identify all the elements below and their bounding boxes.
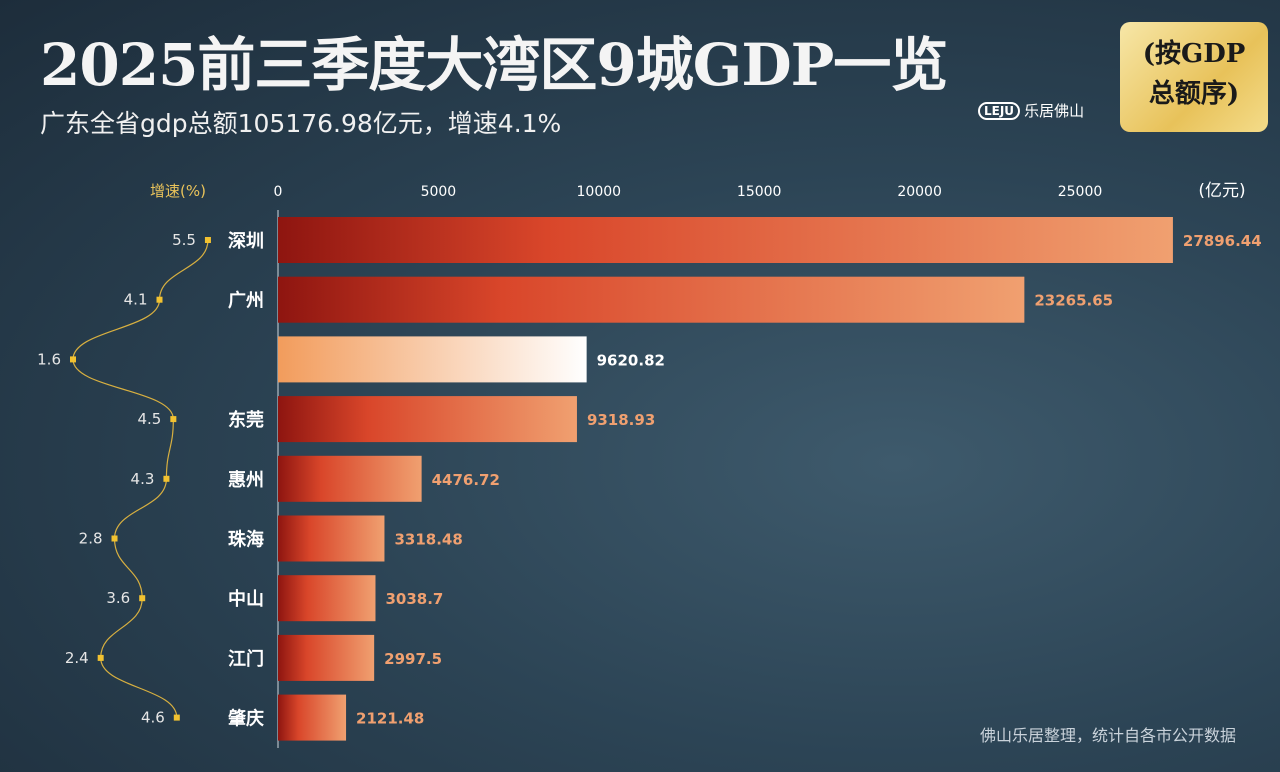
bar: [278, 694, 347, 741]
growth-point: [97, 654, 104, 661]
subtitle: 广东全省gdp总额105176.98亿元，增速4.1%: [40, 109, 562, 138]
growth-label: 5.5: [172, 231, 196, 249]
source-note: 佛山乐居整理，统计自各市公开数据: [979, 726, 1236, 745]
growth-label: 4.5: [137, 410, 161, 428]
growth-label: 2.4: [65, 649, 89, 667]
page-title: 2025前三季度大湾区9城GDP一览: [40, 31, 948, 99]
bar: [278, 575, 376, 622]
value-label: 23265.65: [1034, 292, 1113, 310]
category-label: 深圳: [228, 230, 264, 252]
bar: [278, 515, 385, 562]
category-label: 中山: [228, 588, 264, 610]
unit-label: (亿元): [1198, 181, 1245, 201]
growth-point: [173, 714, 180, 721]
category-label: 珠海: [228, 529, 264, 551]
x-tick-label: 0: [274, 184, 283, 200]
growth-label: 2.8: [79, 530, 103, 548]
value-label: 27896.44: [1183, 232, 1262, 250]
growth-axis-label: 增速(%): [150, 182, 206, 200]
x-tick-label: 15000: [737, 184, 782, 200]
category-label: 肇庆: [227, 708, 264, 730]
value-label: 3318.48: [394, 531, 462, 549]
growth-label: 3.6: [106, 589, 130, 607]
growth-point: [204, 237, 211, 243]
growth-point: [163, 475, 170, 482]
x-tick-label: 10000: [577, 184, 622, 200]
growth-label: 4.1: [124, 291, 148, 309]
sort-badge: (按GDP 总额序): [1120, 22, 1268, 132]
growth-label: 4.6: [141, 709, 165, 727]
growth-point: [170, 416, 177, 423]
growth-label: 4.3: [131, 470, 155, 488]
growth-point: [70, 356, 76, 363]
bar: [278, 336, 587, 383]
bar: [278, 634, 375, 681]
x-tick-label: 20000: [897, 184, 942, 200]
bar: [278, 396, 577, 443]
x-tick-label: 25000: [1058, 184, 1103, 200]
logo-mark: LEJU: [978, 101, 1021, 120]
growth-label: 1.6: [37, 350, 61, 368]
badge-line2: 总额序): [1148, 79, 1240, 109]
bar: [278, 455, 422, 502]
growth-point: [156, 296, 163, 303]
value-label: 2997.5: [384, 650, 442, 668]
badge-line1: (按GDP: [1142, 39, 1246, 69]
category-label: 广州: [228, 290, 264, 312]
growth-point: [111, 535, 118, 542]
category-label: 东莞: [228, 409, 264, 431]
value-label: 2121.48: [356, 710, 424, 728]
category-label: 惠州: [228, 470, 264, 491]
bar: [278, 276, 1025, 323]
logo: LEJU 乐居佛山: [978, 100, 1084, 121]
logo-text: 乐居佛山: [1024, 102, 1085, 120]
value-label: 4476.72: [432, 471, 500, 489]
x-tick-label: 5000: [421, 184, 457, 200]
value-label: 9620.82: [597, 351, 665, 369]
value-label: 9318.93: [587, 411, 655, 429]
category-label: 江门: [228, 648, 264, 670]
bar: [278, 217, 1173, 263]
growth-point: [139, 595, 146, 602]
value-label: 3038.7: [385, 590, 443, 608]
